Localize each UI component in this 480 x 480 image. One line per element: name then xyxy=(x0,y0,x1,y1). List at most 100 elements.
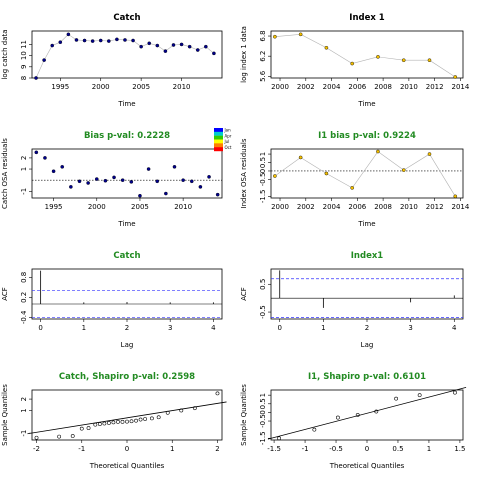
p8-xtick-label: -1.5 xyxy=(267,445,281,453)
p8-frame xyxy=(270,389,464,441)
p1-point xyxy=(34,76,38,80)
p5-ylabel: ACF xyxy=(1,287,9,301)
p5-title: Catch xyxy=(113,251,140,261)
p1-point xyxy=(179,42,184,47)
p1-point xyxy=(98,38,103,43)
p8-xtick-label: 1.5 xyxy=(454,445,465,453)
p8-ytick-label: 0.5 xyxy=(259,398,267,409)
p8-qq-line xyxy=(267,387,467,440)
p3-legend-swatch xyxy=(214,143,223,148)
p7-xtick-label: -2 xyxy=(33,445,40,453)
p2-point xyxy=(273,34,277,39)
p1-title: Catch xyxy=(113,13,140,23)
p3-legend-swatch xyxy=(214,135,223,140)
p2-point xyxy=(453,75,458,79)
p3-point xyxy=(43,156,47,160)
p7-xtick-label: 2 xyxy=(215,445,219,453)
p3-point xyxy=(94,177,99,181)
p7-qq-line xyxy=(27,401,227,435)
p7-xtick-label: 0 xyxy=(125,445,129,453)
p3-point xyxy=(103,178,108,183)
p7-point xyxy=(120,419,125,424)
p3-legend-label: Jul xyxy=(224,139,230,144)
p3-point xyxy=(215,192,220,197)
p8-point xyxy=(312,427,317,432)
p3-legend-label: Oct xyxy=(225,145,232,150)
p6-ytick-label: -0.5 xyxy=(259,305,267,319)
p8-xtick-label: 1 xyxy=(427,445,431,453)
p1-point xyxy=(204,44,208,49)
p4-point xyxy=(324,171,329,176)
p7-point xyxy=(79,426,84,431)
p4-xlabel: Time xyxy=(357,220,375,228)
p4-xtick-label: 2000 xyxy=(271,203,289,211)
p1-xtick-label: 1995 xyxy=(51,83,69,91)
p3-point xyxy=(86,181,90,185)
p8-point xyxy=(394,396,399,401)
p4-frame xyxy=(270,148,464,199)
p1-point xyxy=(131,38,135,43)
p8-point xyxy=(417,393,422,398)
p3-point xyxy=(129,180,134,184)
p3-xtick-label: 2005 xyxy=(131,203,149,211)
p4-ytick-label: 0.5 xyxy=(259,157,267,168)
p7-point xyxy=(138,417,143,422)
p5-xtick-label: 0 xyxy=(38,324,42,332)
p6-ylabel: ACF xyxy=(240,287,248,301)
p3-xtick-label: 2010 xyxy=(174,203,192,211)
p8-title: I1, Shapiro p-val: 0.6101 xyxy=(308,372,426,382)
p4-ytick-label: -1.5 xyxy=(259,189,267,203)
p3-legend-swatch xyxy=(214,147,223,152)
p1-point xyxy=(66,32,71,37)
p8-point xyxy=(335,415,340,420)
p2-ytick-label: 6.8 xyxy=(259,30,267,41)
p1-point xyxy=(90,39,95,43)
p1-point xyxy=(155,43,160,48)
p7-point xyxy=(102,421,107,426)
p8-ytick-label: -1.5 xyxy=(259,431,267,445)
p2-ytick-label: 6.2 xyxy=(259,51,267,62)
p7-xtick-label: -1 xyxy=(78,445,85,453)
p7-point xyxy=(57,434,62,439)
p3-xtick-label: 1995 xyxy=(45,203,63,211)
p3-xtick-label: 2000 xyxy=(88,203,106,211)
p4-point xyxy=(453,194,458,199)
p3-point xyxy=(146,167,151,171)
p6-title: Index1 xyxy=(351,251,384,261)
p3-point xyxy=(198,185,203,189)
p1-point xyxy=(42,58,46,62)
p6-ytick-label: 0.5 xyxy=(259,279,267,290)
p7-ytick-label: 1 xyxy=(20,408,28,412)
p7-ylabel: Sample Quantiles xyxy=(1,384,9,446)
p7-point xyxy=(86,426,91,430)
p2-ylabel: log index 1 data xyxy=(240,26,248,83)
p1-point xyxy=(123,38,127,42)
p4-xtick-label: 2006 xyxy=(348,203,366,211)
p1-xlabel: Time xyxy=(117,100,135,108)
p3-legend-swatch xyxy=(214,128,223,133)
p3-ylabel: Catch OSA residuals xyxy=(1,138,9,209)
p8-xtick-label: 0.5 xyxy=(392,445,403,453)
p3-point xyxy=(60,165,65,169)
p3-ytick-label: 1 xyxy=(20,167,28,171)
p5-xtick-label: 4 xyxy=(211,324,216,332)
p7-point xyxy=(134,418,138,423)
p2-point xyxy=(298,32,303,37)
p8-point xyxy=(374,409,379,414)
p4-xtick-label: 2004 xyxy=(323,203,341,211)
p7-point xyxy=(156,415,161,420)
p4-xtick-label: 2002 xyxy=(297,203,315,211)
p4-point xyxy=(350,186,354,190)
p7-point xyxy=(93,422,98,427)
p1-point xyxy=(115,37,119,42)
p8-point xyxy=(355,413,360,417)
p7-point xyxy=(149,416,154,421)
p8-ytick-label: 0 xyxy=(259,410,267,414)
p7-point xyxy=(215,391,220,396)
p3-point xyxy=(120,178,125,182)
p8-ylabel: Sample Quantiles xyxy=(240,384,248,446)
p2-series-line xyxy=(274,34,456,78)
p3-point xyxy=(172,165,177,169)
p2-xtick-label: 2000 xyxy=(271,83,289,91)
